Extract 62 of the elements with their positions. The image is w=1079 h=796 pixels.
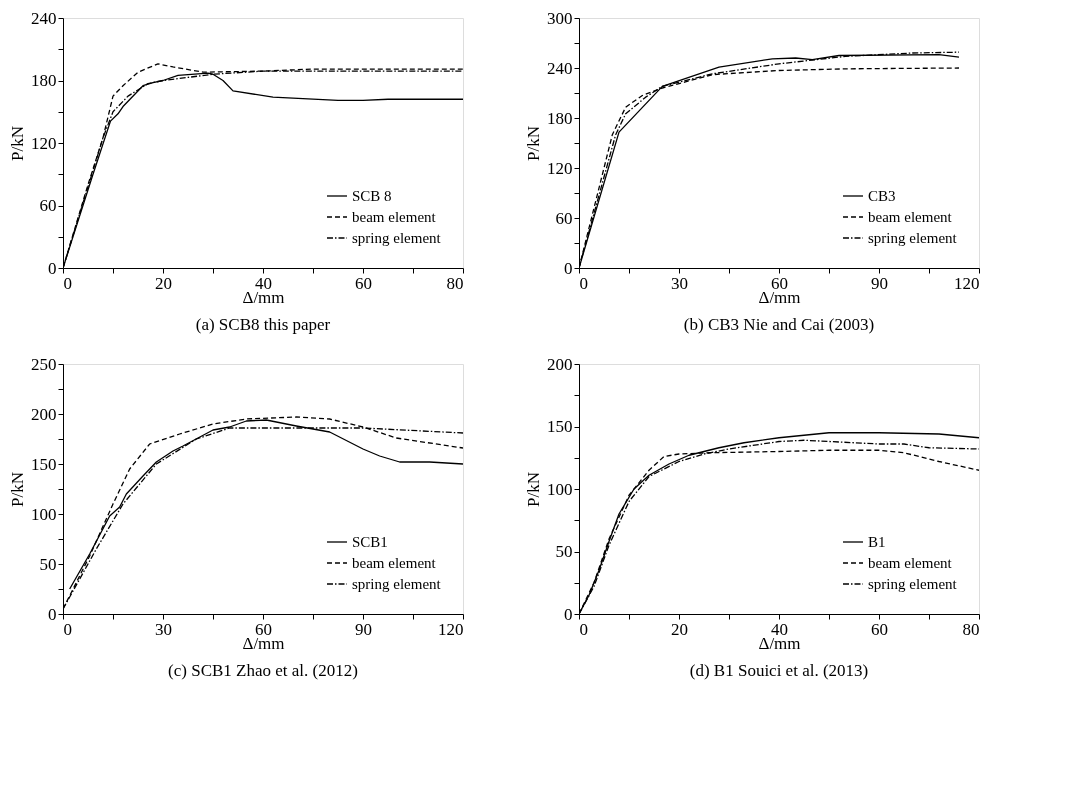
legend-label: CB3 — [868, 188, 896, 204]
x-tick-label: 0 — [579, 619, 588, 639]
legend-label: beam element — [352, 209, 437, 225]
x-tick-label: 60 — [255, 619, 272, 639]
x-tick-label: 80 — [446, 273, 464, 293]
y-tick-label: 50 — [555, 542, 573, 561]
y-tick-label: 120 — [31, 133, 57, 153]
legend-label: spring element — [868, 230, 958, 246]
y-tick-label: 250 — [31, 354, 57, 374]
y-tick-label: 60 — [555, 208, 573, 228]
x-tick-label: 0 — [63, 619, 72, 639]
y-tick-label: 0 — [48, 604, 57, 624]
x-tick-label: 40 — [255, 273, 272, 293]
legend-label: beam element — [868, 209, 953, 225]
y-tick-label: 100 — [31, 504, 57, 524]
legend-label: beam element — [868, 555, 953, 571]
y-tick-label: 240 — [547, 58, 573, 78]
x-tick-label: 20 — [671, 619, 688, 639]
y-tick-label: 100 — [547, 479, 573, 499]
y-tick-label: 180 — [31, 71, 57, 90]
x-tick-label: 20 — [155, 273, 172, 293]
x-tick-label: 60 — [355, 273, 372, 293]
y-tick-label: 240 — [31, 8, 57, 28]
y-tick-label: 120 — [547, 158, 573, 178]
x-tick-label: 60 — [771, 273, 788, 293]
y-tick-label: 0 — [564, 604, 573, 624]
y-tick-label: 150 — [31, 454, 57, 474]
y-axis-title: P/kN — [8, 472, 27, 507]
x-tick-label: 90 — [355, 619, 372, 639]
text: (b) CB3 Nie and Cai (2003) — [683, 315, 875, 334]
legend-label: beam element — [352, 555, 437, 571]
y-tick-label: 0 — [564, 258, 573, 278]
text: (c) SCB1 Zhao et al. (2012) — [168, 661, 358, 680]
text: (d) B1 Souici et al. (2013) — [689, 661, 869, 680]
y-tick-label: 300 — [547, 8, 573, 28]
x-tick-label: 60 — [871, 619, 888, 639]
x-tick-label: 40 — [771, 619, 788, 639]
text: (a) SCB8 this paper — [195, 315, 331, 334]
y-tick-label: 60 — [39, 196, 57, 215]
legend-label: B1 — [868, 534, 886, 550]
x-tick-label: 90 — [871, 273, 888, 293]
x-tick-label: 80 — [962, 619, 980, 639]
x-tick-label: 30 — [155, 619, 172, 639]
legend-label: SCB1 — [352, 534, 388, 550]
legend-label: spring element — [868, 576, 958, 592]
y-axis-title: P/kN — [8, 126, 27, 161]
y-axis-title: P/kN — [524, 126, 543, 161]
y-tick-label: 50 — [39, 554, 57, 574]
y-tick-label: 0 — [48, 258, 57, 278]
x-tick-label: 0 — [63, 273, 72, 293]
y-tick-label: 180 — [547, 108, 573, 128]
legend-label: spring element — [352, 230, 442, 246]
y-axis-title: P/kN — [524, 472, 543, 507]
x-tick-label: 120 — [954, 273, 980, 293]
legend-label: SCB 8 — [352, 188, 392, 204]
y-tick-label: 200 — [547, 354, 573, 374]
legend-label: spring element — [352, 576, 442, 592]
x-tick-label: 0 — [579, 273, 588, 293]
y-tick-label: 200 — [31, 404, 57, 424]
y-tick-label: 150 — [547, 417, 573, 436]
x-tick-label: 120 — [438, 619, 464, 639]
x-tick-label: 30 — [671, 273, 688, 293]
